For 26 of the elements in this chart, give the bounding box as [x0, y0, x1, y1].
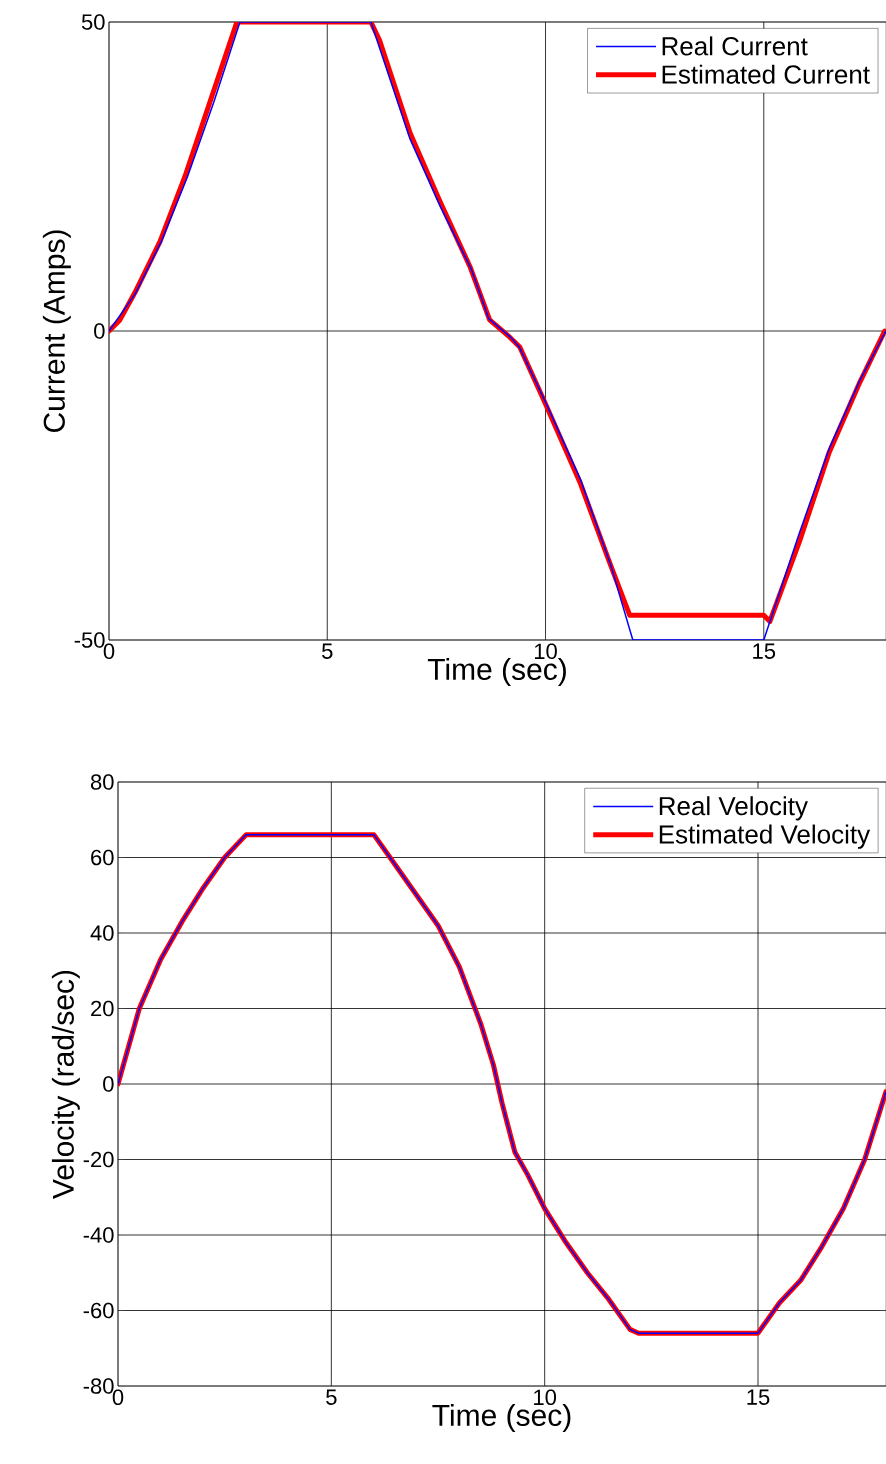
x-axis-title: Time (sec): [432, 1403, 571, 1432]
y-axis-title: Velocity (rad/sec): [51, 970, 80, 1199]
y-tick-label: 40: [90, 925, 114, 941]
y-tick-label: -20: [83, 1151, 114, 1168]
y-tick-label: -60: [83, 1302, 114, 1319]
x-tick-label: 10: [534, 1389, 557, 1406]
y-axis-title: Current (Amps): [42, 230, 71, 432]
y-tick-label: 0: [103, 1076, 114, 1092]
y-tick-label: 20: [91, 1000, 114, 1017]
legend-label: Real Current: [662, 36, 808, 56]
y-tick-label: 0: [94, 323, 105, 339]
legend-label: Estimated Velocity: [659, 824, 871, 849]
x-tick-label: 15: [747, 1389, 770, 1405]
y-tick-label: -50: [74, 632, 105, 648]
x-tick-label: 10: [534, 643, 557, 660]
x-tick-label: 15: [753, 643, 776, 659]
legend-label: Estimated Current: [662, 64, 870, 84]
x-tick-label: 5: [326, 1389, 337, 1405]
y-tick-label: 50: [81, 14, 105, 30]
x-tick-label: 5: [322, 643, 333, 659]
y-tick-label: -40: [83, 1227, 114, 1243]
x-axis-title: Time (sec): [427, 657, 566, 686]
y-tick-label: 60: [91, 849, 114, 866]
y-tick-label: 80: [90, 774, 114, 790]
legend-label: Real Velocity: [659, 796, 808, 821]
y-tick-label: -80: [83, 1378, 114, 1394]
